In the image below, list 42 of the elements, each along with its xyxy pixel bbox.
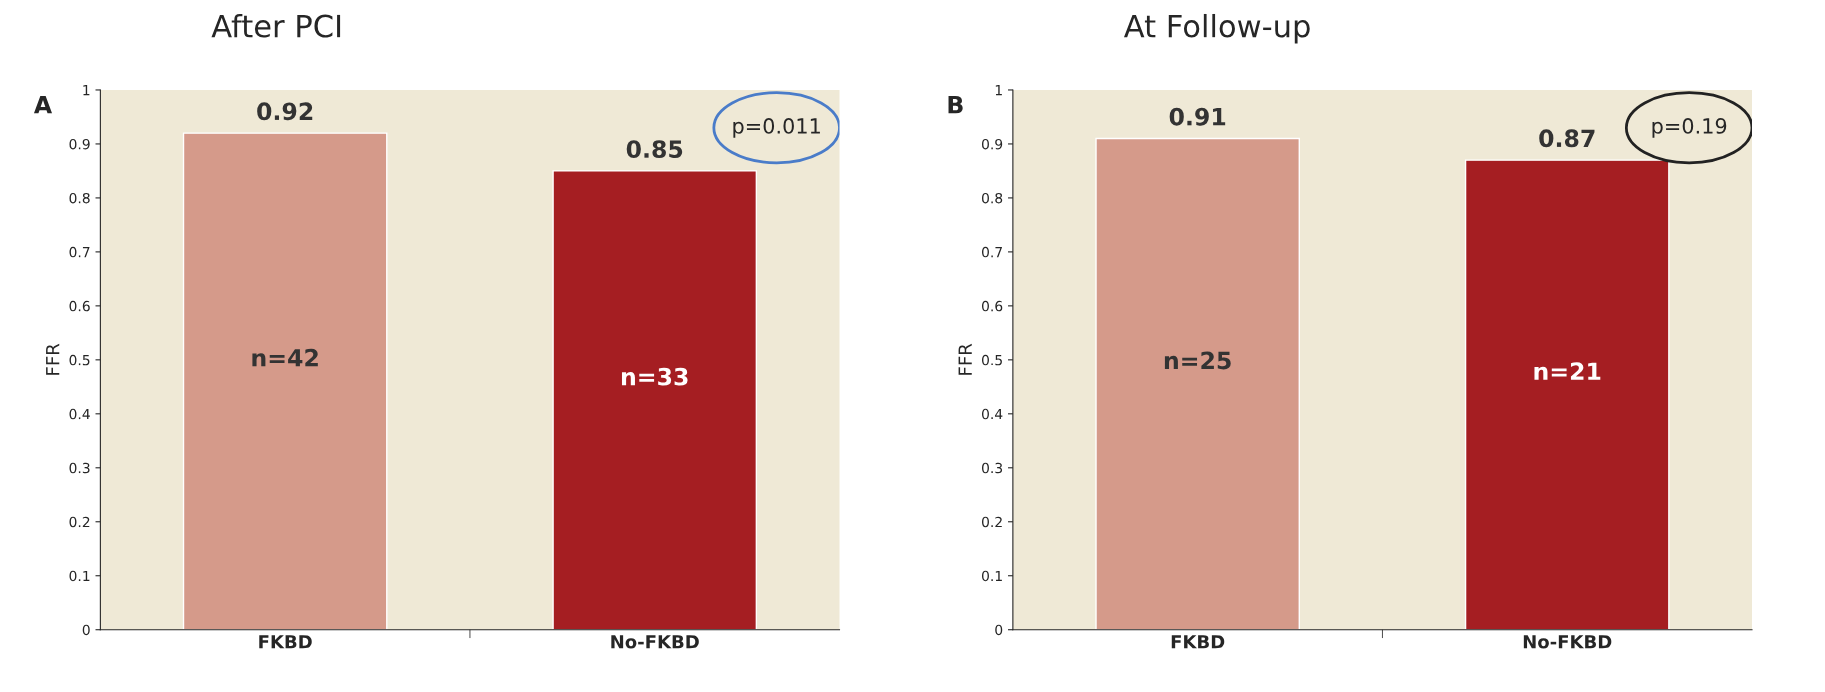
y-tick-label: 0.8 [69, 192, 90, 204]
text: A [33, 96, 53, 114]
x-tick-label: FKBD [1171, 635, 1225, 649]
y-tick-label: 0.2 [69, 516, 90, 528]
text: B [948, 96, 963, 114]
annotation: n=25 [1164, 351, 1231, 370]
y-tick-label: 0.3 [981, 462, 1003, 474]
y-tick-label: 0.4 [69, 408, 90, 420]
y-tick-label: 0.3 [69, 462, 90, 474]
y-tick-label: 0.5 [981, 354, 1002, 366]
data-label: 0.92 [257, 102, 313, 121]
y-tick-label: 0.5 [69, 354, 90, 366]
y-tick-label: 0.7 [69, 246, 90, 258]
annotation: n=33 [621, 367, 688, 386]
x-tick-label: FKBD [259, 635, 312, 649]
y-tick-label: 0.6 [981, 300, 1003, 312]
y-tick-label: 0.6 [69, 300, 90, 312]
y-tick-label: 0.8 [981, 192, 1003, 204]
chart-title: At Follow-up [1123, 13, 1310, 44]
y-tick-label: 0.4 [981, 408, 1003, 420]
y-axis-title: FFR [958, 343, 972, 375]
annotation: n=42 [252, 348, 318, 367]
data-label: 0.87 [1539, 129, 1595, 148]
y-tick-label: 0 [82, 624, 90, 636]
x-tick-label: No-FKBD [611, 635, 699, 649]
y-tick-label: 0.9 [981, 138, 1003, 150]
x-tick-label: No-FKBD [1523, 635, 1612, 649]
y-tick-label: 0.1 [69, 570, 90, 582]
data-label: 0.91 [1169, 107, 1226, 126]
y-tick-label: 0.2 [981, 516, 1002, 528]
annotation: n=21 [1534, 362, 1601, 380]
y-axis-title: FFR [46, 343, 60, 375]
y-tick-label: 0.9 [69, 138, 90, 150]
y-tick-label: 0.7 [981, 246, 1002, 258]
data-label: 0.85 [626, 140, 683, 159]
annotation: p=0.011 [733, 118, 820, 138]
y-tick-label: 0 [995, 624, 1003, 636]
y-tick-label: 1 [995, 85, 1002, 96]
chart-title: After PCI [211, 13, 341, 38]
y-tick-label: 0.1 [981, 570, 1002, 582]
y-tick-label: 1 [83, 85, 90, 96]
annotation: p=0.19 [1652, 118, 1727, 138]
